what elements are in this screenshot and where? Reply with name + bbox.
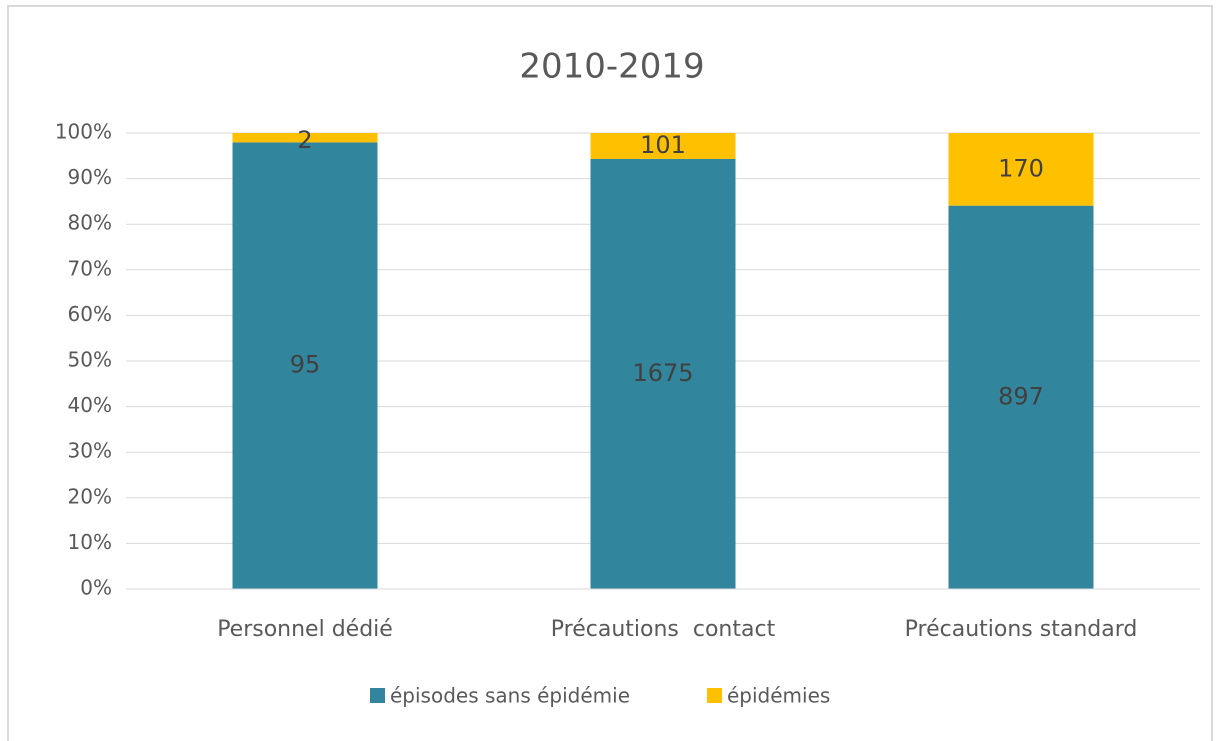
y-tick-label: 20% [68,484,112,508]
y-tick-label: 0% [80,576,112,600]
chart-title: 2010-2019 [519,47,704,87]
data-label: 101 [640,131,686,159]
legend-swatch [707,688,722,703]
y-tick-label: 10% [68,530,112,554]
y-tick-label: 90% [68,165,112,189]
y-tick-label: 100% [55,120,112,144]
legend-swatch [370,688,385,703]
y-tick-label: 70% [68,256,112,280]
y-tick-label: 40% [68,393,112,417]
bar-segment [948,133,1094,206]
data-label: 897 [998,382,1044,410]
y-tick-label: 30% [68,439,112,463]
data-label: 95 [290,351,321,379]
bar-segment [590,133,736,159]
y-tick-label: 50% [68,348,112,372]
x-tick-label: Précautions standard [905,617,1138,642]
legend-label: épidémies [727,684,830,708]
bar-segment [948,205,1094,590]
data-label: 1675 [632,359,693,387]
data-label: 2 [297,126,312,154]
legend-label: épisodes sans épidémie [390,684,630,708]
data-label: 170 [998,154,1044,182]
x-tick-label: Personnel dédié [217,617,393,642]
bar-segment [232,133,378,143]
y-tick-label: 60% [68,302,112,326]
y-tick-label: 80% [68,211,112,235]
bar-segment [232,142,378,589]
x-tick-label: Précautions contact [551,617,776,642]
bar-segment [590,158,736,589]
